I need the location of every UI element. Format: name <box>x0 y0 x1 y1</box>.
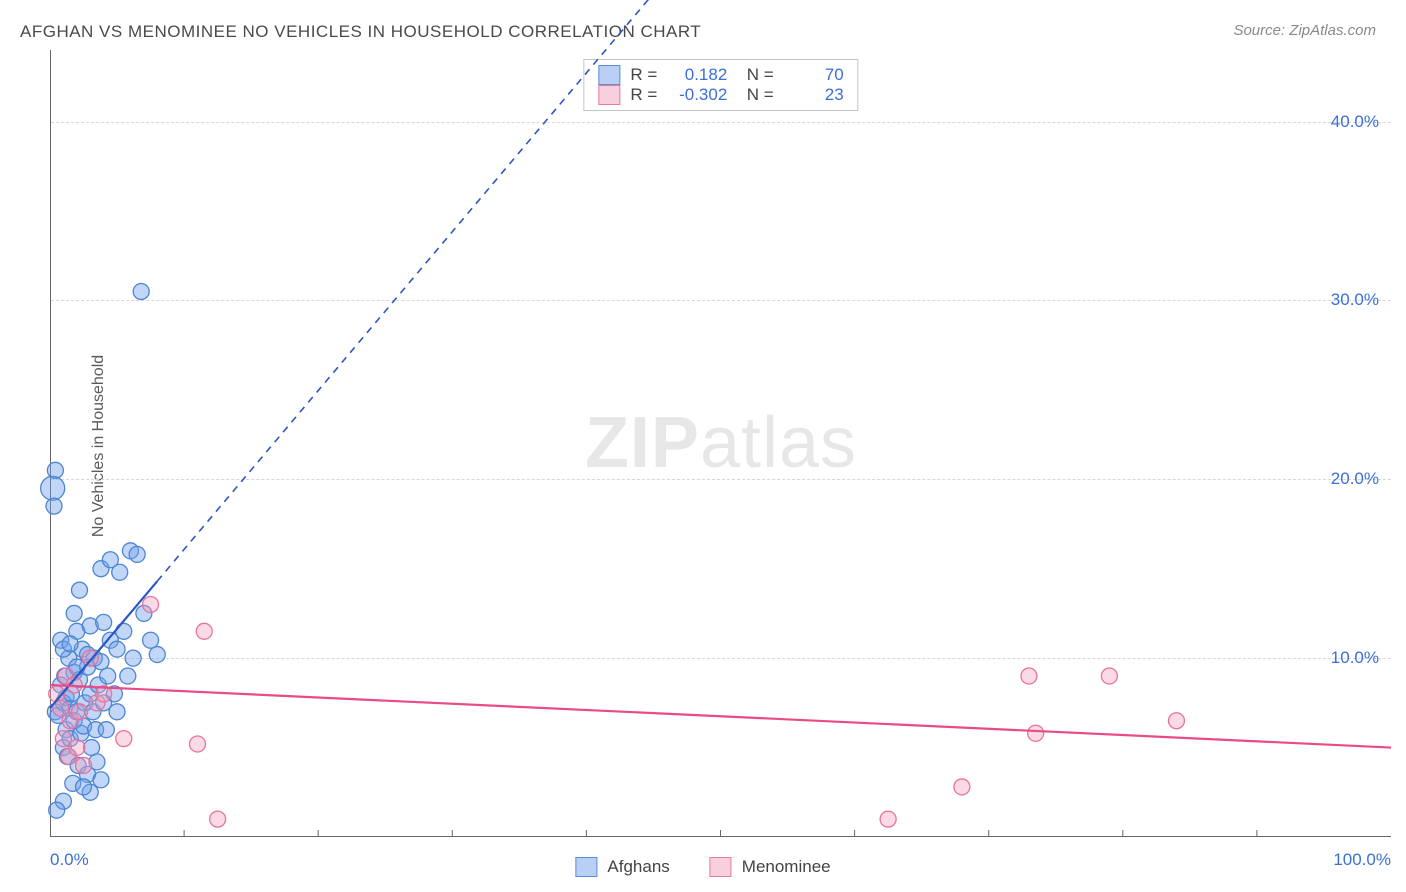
stats-row-pink: R = -0.302 N = 23 <box>598 85 843 105</box>
swatch-pink-icon <box>710 857 732 877</box>
swatch-blue-icon <box>575 857 597 877</box>
watermark-light: atlas <box>700 403 857 483</box>
stats-row-blue: R = 0.182 N = 70 <box>598 65 843 85</box>
y-tick-label: 30.0% <box>1331 290 1379 310</box>
stats-r-label: R = <box>630 65 657 85</box>
legend-pink-label: Menominee <box>742 857 831 877</box>
y-tick-label: 20.0% <box>1331 469 1379 489</box>
stats-pink-r: -0.302 <box>667 85 727 105</box>
y-tick-label: 40.0% <box>1331 112 1379 132</box>
correlation-stats-box: R = 0.182 N = 70 R = -0.302 N = 23 <box>583 59 858 111</box>
chart-title: AFGHAN VS MENOMINEE NO VEHICLES IN HOUSE… <box>20 22 701 42</box>
x-tick-label: 0.0% <box>50 850 89 870</box>
stats-blue-n: 70 <box>784 65 844 85</box>
plot-area: ZIPatlas R = 0.182 N = 70 R = -0.302 N =… <box>50 50 1391 837</box>
legend: Afghans Menominee <box>575 857 830 877</box>
legend-blue-label: Afghans <box>607 857 669 877</box>
y-tick-label: 10.0% <box>1331 648 1379 668</box>
swatch-blue-icon <box>598 65 620 85</box>
stats-n-label: N = <box>737 85 773 105</box>
legend-item-pink: Menominee <box>710 857 831 877</box>
stats-pink-n: 23 <box>784 85 844 105</box>
x-tick-label: 100.0% <box>1333 850 1391 870</box>
source-credit: Source: ZipAtlas.com <box>1233 22 1376 39</box>
watermark: ZIPatlas <box>585 402 857 484</box>
stats-blue-r: 0.182 <box>667 65 727 85</box>
legend-item-blue: Afghans <box>575 857 669 877</box>
stats-r-label: R = <box>630 85 657 105</box>
swatch-pink-icon <box>598 85 620 105</box>
stats-n-label: N = <box>737 65 773 85</box>
watermark-bold: ZIP <box>585 403 700 483</box>
